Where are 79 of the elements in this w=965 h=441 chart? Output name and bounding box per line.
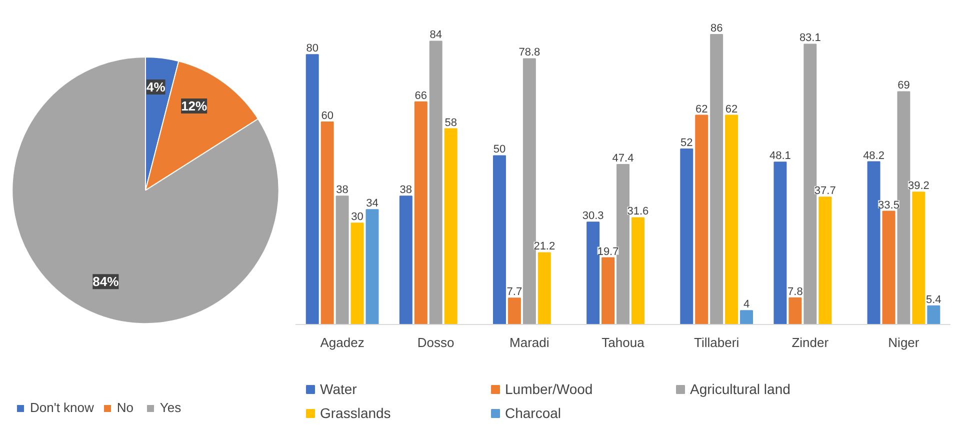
- data-label: 4%: [146, 79, 166, 94]
- x-tick-label: Niger: [888, 335, 920, 350]
- data-label: 30.3: [582, 210, 604, 222]
- data-label: 60: [321, 110, 334, 122]
- data-label: 62: [725, 103, 738, 116]
- bar: [399, 196, 412, 325]
- data-label: 50: [493, 144, 506, 156]
- legend-label: Agricultural land: [690, 381, 792, 397]
- x-tick-label: Zinder: [792, 335, 830, 350]
- bar: [774, 162, 787, 325]
- bar: [725, 114, 738, 325]
- data-label: 30: [351, 211, 364, 224]
- bar: [306, 54, 319, 325]
- data-label: 58: [444, 116, 457, 129]
- legend-label: Yes: [160, 400, 182, 415]
- bar: [631, 217, 644, 325]
- data-label: 48.1: [769, 150, 791, 162]
- legend-label: No: [116, 400, 135, 415]
- bar: [616, 164, 630, 325]
- data-label: 38: [336, 184, 348, 196]
- bar: [366, 209, 379, 325]
- data-label: 38: [400, 184, 412, 196]
- data-label: 5.4: [926, 294, 942, 306]
- data-label: 62: [695, 103, 708, 116]
- data-label: 66: [414, 90, 428, 102]
- data-label: 37.7: [814, 185, 836, 198]
- bar: [350, 222, 364, 325]
- data-label: 48.2: [863, 150, 884, 162]
- bar: [522, 58, 536, 325]
- bar: [492, 155, 506, 325]
- bar: [320, 122, 334, 325]
- bar: [927, 305, 940, 325]
- x-tick-label: Dosso: [417, 335, 454, 350]
- data-label: 21.2: [534, 240, 556, 253]
- data-label: 39.2: [908, 180, 930, 192]
- data-label: 86: [710, 22, 723, 34]
- x-tick-label: Tahoua: [602, 335, 646, 350]
- bar: [867, 161, 880, 325]
- data-label: 7.7: [506, 286, 522, 298]
- bar: [680, 148, 694, 325]
- data-label: 83.1: [799, 32, 821, 44]
- data-label: 33.5: [878, 199, 900, 212]
- bar: [602, 257, 615, 325]
- data-label: 80: [306, 42, 318, 55]
- data-label: 84%: [92, 274, 120, 290]
- legend-label: Don't know: [30, 400, 94, 415]
- bar: [740, 310, 754, 325]
- bar: [912, 192, 926, 325]
- data-label: 52: [680, 136, 693, 149]
- bar: [882, 210, 896, 325]
- bar: [429, 40, 442, 325]
- legend-label: Charcoal: [505, 405, 562, 421]
- bar: [586, 222, 600, 325]
- bar: [710, 34, 724, 325]
- bar: [336, 196, 349, 325]
- legend-label: Lumber/Wood: [505, 381, 594, 397]
- bar: [508, 298, 521, 325]
- data-label: 84: [430, 29, 442, 42]
- data-label: 69: [898, 80, 910, 92]
- bar: [788, 297, 802, 325]
- bar: [818, 196, 832, 325]
- data-label: 12%: [181, 98, 208, 114]
- bar: [538, 252, 551, 325]
- bar: [695, 114, 708, 325]
- data-label: 31.6: [627, 206, 649, 218]
- x-tick-label: Tillaberi: [694, 335, 740, 350]
- bar: [444, 128, 458, 325]
- data-label: 78.8: [518, 46, 540, 59]
- x-tick-label: Agadez: [320, 335, 364, 350]
- legend-label: Grasslands: [320, 405, 392, 421]
- data-label: 19.7: [597, 246, 619, 258]
- data-label: 4: [743, 298, 750, 311]
- x-tick-label: Maradi: [510, 335, 550, 350]
- legend-label: Water: [320, 381, 358, 397]
- data-label: 47.4: [612, 152, 634, 164]
- data-label: 7.8: [788, 286, 803, 298]
- bar: [897, 91, 910, 325]
- data-label: 34: [366, 198, 378, 210]
- bar: [414, 101, 428, 325]
